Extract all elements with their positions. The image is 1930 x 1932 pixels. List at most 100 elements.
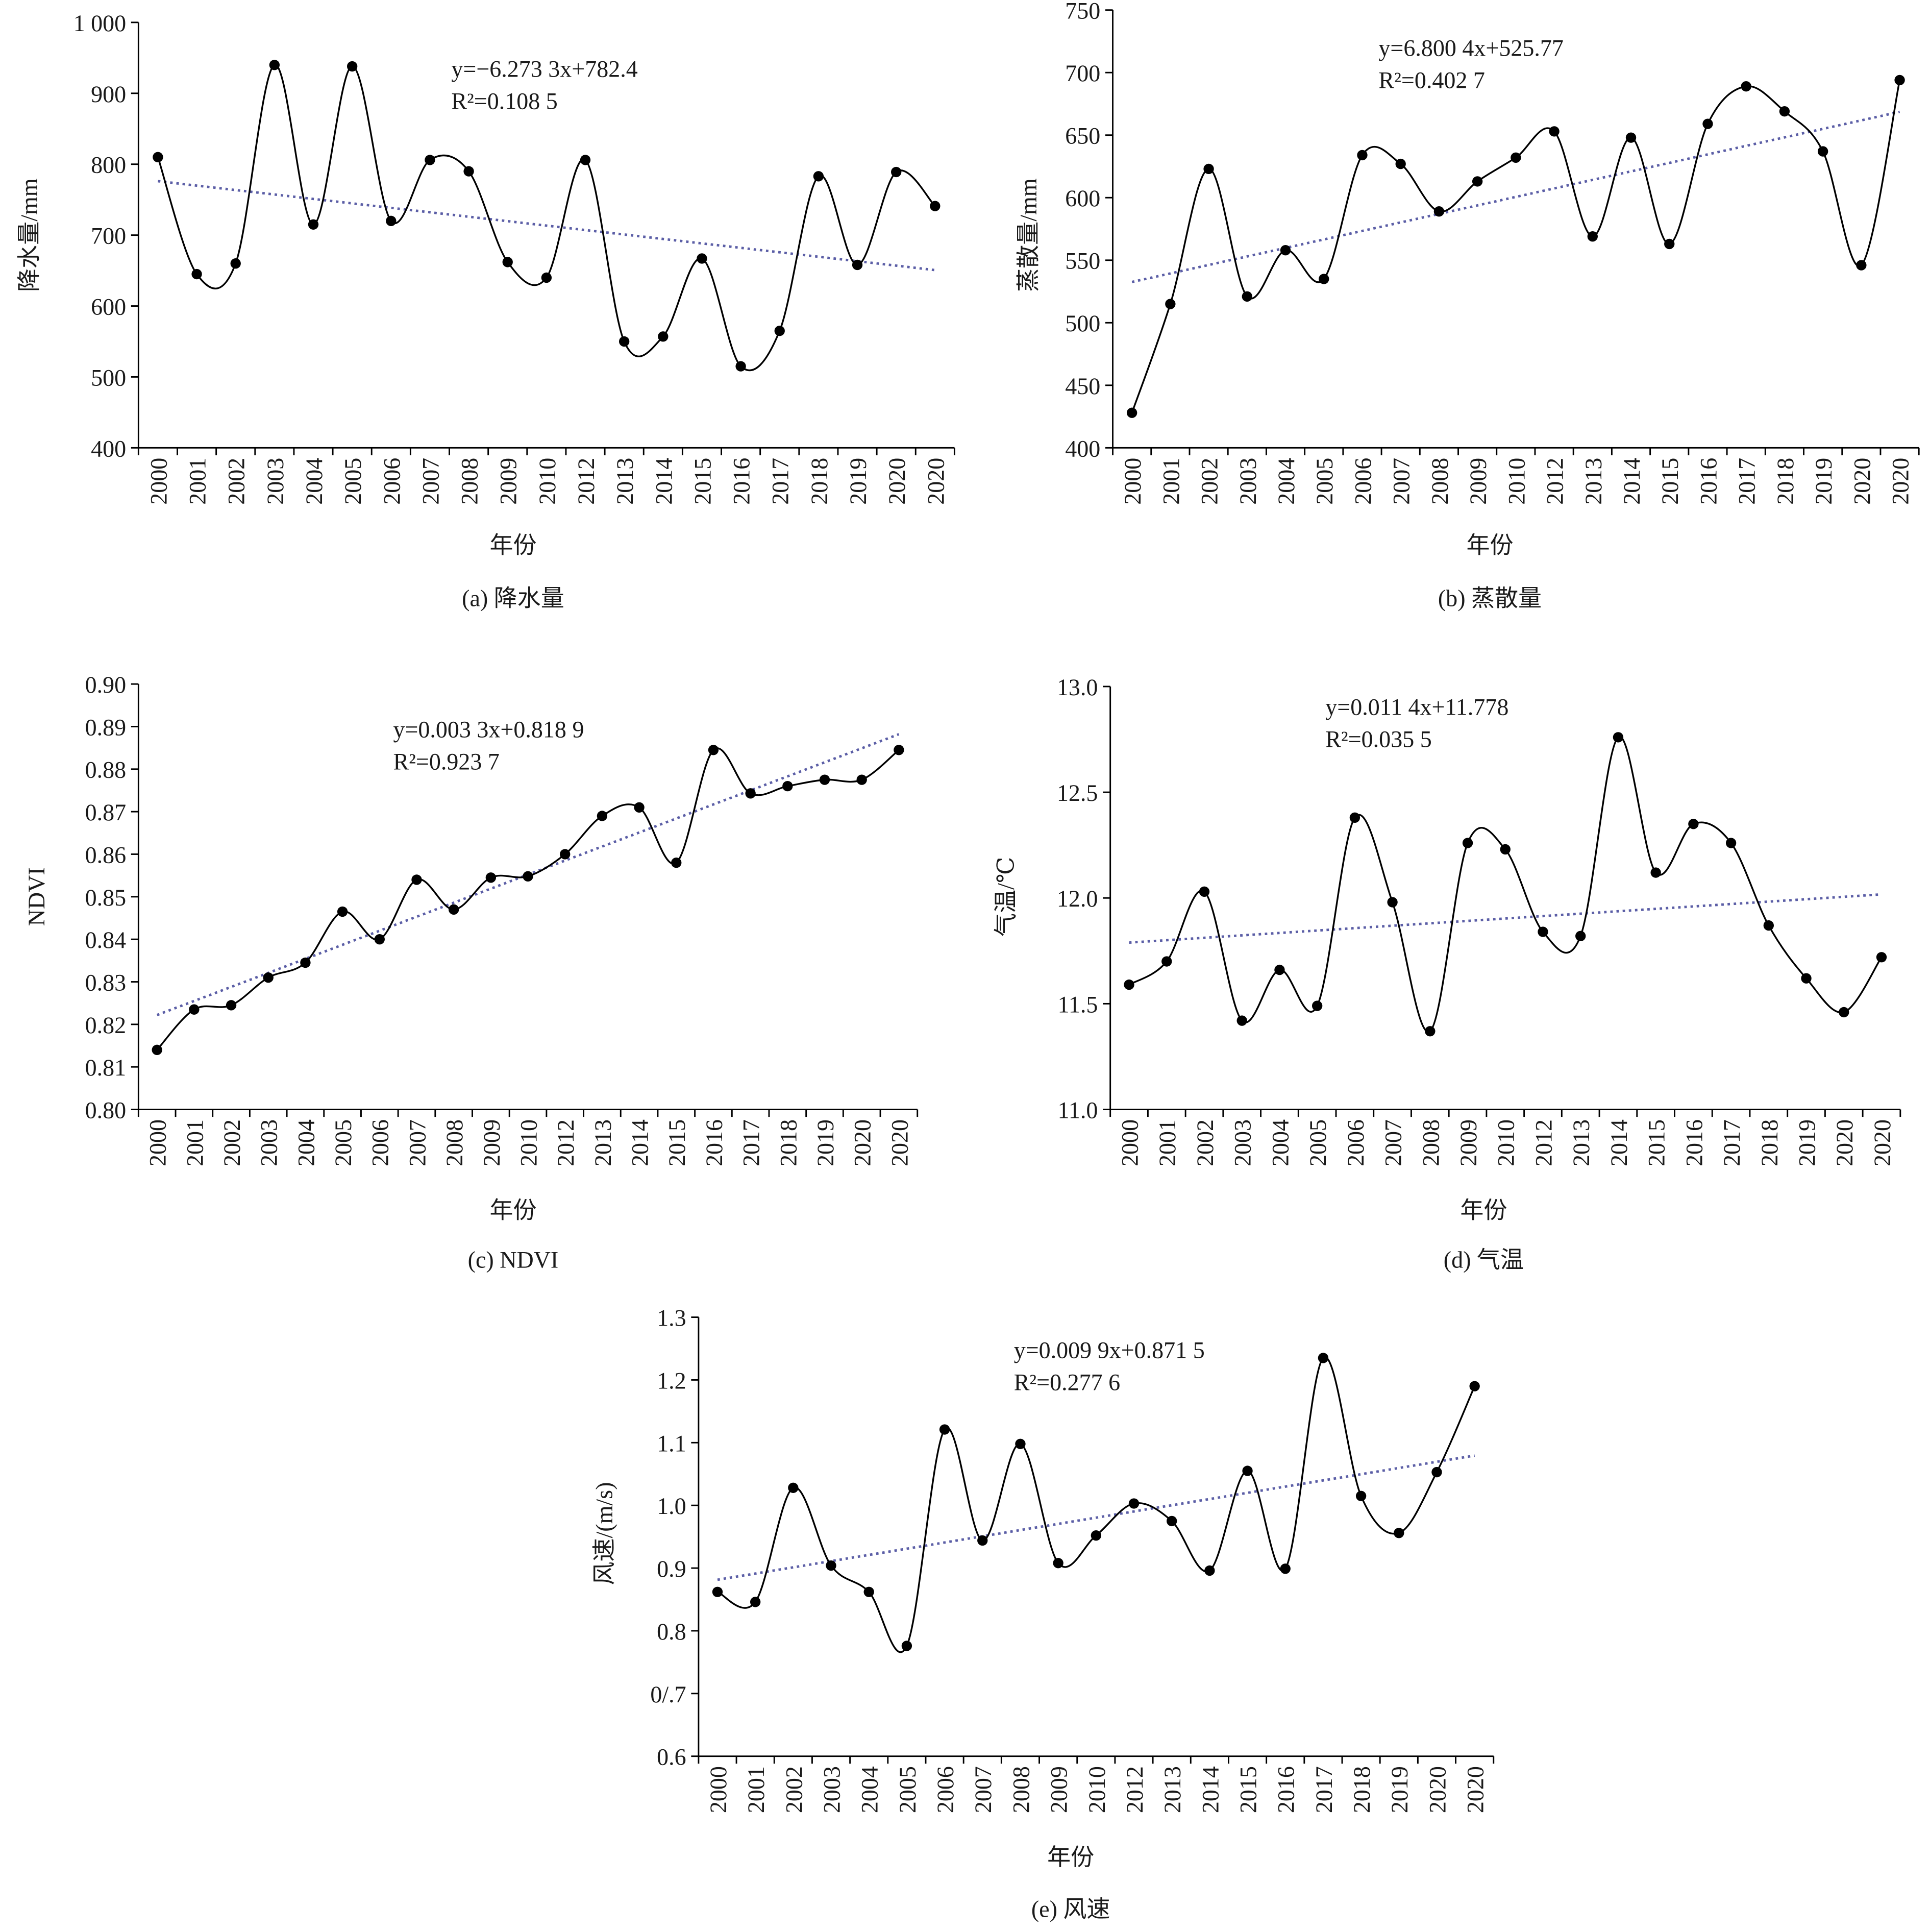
data-point <box>191 268 202 280</box>
data-point <box>1839 1007 1849 1018</box>
data-point <box>448 904 459 915</box>
data-point <box>1203 163 1214 175</box>
x-tick-label: 2009 <box>1465 458 1491 505</box>
x-tick-label: 2000 <box>1117 1119 1143 1166</box>
data-point <box>1318 1353 1329 1363</box>
data-point <box>1280 244 1291 256</box>
data-line <box>1131 80 1901 413</box>
data-point <box>597 811 608 821</box>
data-point <box>819 774 830 785</box>
x-tick-label: 2006 <box>367 1119 393 1166</box>
x-tick-label: 2006 <box>1350 458 1376 505</box>
data-point <box>1425 1026 1436 1037</box>
x-tick-label: 2003 <box>1235 458 1261 505</box>
data-point <box>386 215 397 227</box>
x-tick-label: 2017 <box>768 458 794 505</box>
data-point <box>1817 146 1828 157</box>
y-tick-label: 0.82 <box>85 1012 127 1038</box>
x-tick-label: 2014 <box>627 1119 653 1166</box>
data-point <box>1167 1515 1177 1527</box>
data-point <box>1894 75 1905 86</box>
caption: (a) 降水量 <box>462 585 564 611</box>
data-point <box>939 1424 950 1435</box>
x-tick-label: 2020 <box>1424 1766 1450 1813</box>
x-axis-label: 年份 <box>1047 1844 1094 1870</box>
y-axis-label: 降水量/mm <box>16 178 42 292</box>
x-tick-label: 2010 <box>1493 1119 1519 1166</box>
caption: (b) 蒸散量 <box>1438 585 1542 611</box>
x-tick-label: 2016 <box>1273 1766 1299 1813</box>
data-point <box>782 780 793 792</box>
data-point <box>541 272 552 283</box>
data-point <box>1741 81 1751 92</box>
y-tick-label: 0.83 <box>85 969 127 995</box>
y-tick-label: 12.5 <box>1057 780 1098 806</box>
x-tick-label: 2017 <box>1719 1119 1745 1166</box>
data-point <box>1500 844 1511 855</box>
data-line <box>156 747 900 1051</box>
y-tick-label: 1.3 <box>657 1305 686 1331</box>
x-axis-label: 年份 <box>1466 532 1513 558</box>
x-tick-label: 2001 <box>185 458 211 505</box>
y-tick-label: 500 <box>1065 310 1100 336</box>
data-point <box>300 957 311 968</box>
data-point <box>347 61 358 72</box>
data-point <box>1625 132 1637 143</box>
y-tick-label: 500 <box>91 364 126 390</box>
x-tick-label: 2005 <box>1305 1119 1331 1166</box>
data-point <box>1274 964 1285 975</box>
caption: (c) NDVI <box>468 1247 559 1273</box>
data-point <box>1725 838 1737 848</box>
y-tick-label: 0.90 <box>85 672 127 698</box>
x-tick-label: 2012 <box>1122 1766 1148 1813</box>
x-tick-label: 2010 <box>1084 1766 1110 1813</box>
x-tick-label: 2015 <box>1644 1119 1670 1166</box>
x-tick-label: 2019 <box>1387 1766 1413 1813</box>
x-tick-label: 2009 <box>496 458 522 505</box>
x-tick-label: 2019 <box>845 458 871 505</box>
x-tick-label: 2012 <box>1542 458 1568 505</box>
equation: y=0.011 4x+11.778 <box>1325 694 1508 720</box>
data-point <box>1472 176 1483 187</box>
x-tick-label: 2005 <box>330 1119 356 1166</box>
x-tick-label: 2000 <box>145 1119 171 1166</box>
x-tick-label: 2004 <box>1267 1119 1293 1166</box>
y-tick-label: 0.8 <box>657 1619 686 1645</box>
x-tick-label: 2020 <box>850 1119 876 1166</box>
data-point <box>852 259 863 271</box>
r-squared: R²=0.402 7 <box>1378 67 1485 93</box>
y-tick-label: 0/.7 <box>650 1681 686 1707</box>
data-point <box>1312 1000 1323 1011</box>
x-tick-label: 2001 <box>182 1119 208 1166</box>
data-point <box>308 219 319 230</box>
x-tick-label: 2002 <box>1192 1119 1218 1166</box>
x-tick-label: 2004 <box>857 1766 883 1813</box>
data-point <box>230 258 241 269</box>
r-squared: R²=0.923 7 <box>393 748 500 774</box>
x-tick-label: 2014 <box>1606 1119 1632 1166</box>
y-tick-label: 0.89 <box>85 714 127 740</box>
data-point <box>712 1586 723 1597</box>
x-tick-label: 2007 <box>417 458 443 505</box>
data-point <box>745 788 756 799</box>
x-tick-label: 2013 <box>1568 1119 1594 1166</box>
x-tick-label: 2010 <box>515 1119 541 1166</box>
x-tick-label: 2016 <box>1695 458 1721 505</box>
data-point <box>580 155 591 165</box>
x-tick-label: 2010 <box>534 458 560 505</box>
y-tick-label: 11.5 <box>1058 991 1098 1017</box>
r-squared: R²=0.108 5 <box>451 88 558 114</box>
y-tick-label: 0.84 <box>85 927 127 953</box>
x-tick-label: 2002 <box>781 1766 807 1813</box>
data-point <box>1664 238 1675 250</box>
x-tick-label: 2013 <box>1159 1766 1185 1813</box>
data-point <box>735 361 746 372</box>
x-tick-label: 2018 <box>806 458 832 505</box>
x-tick-label: 2017 <box>1734 458 1760 505</box>
data-point <box>1688 819 1699 829</box>
y-tick-label: 900 <box>91 81 126 107</box>
x-tick-label: 2015 <box>664 1119 690 1166</box>
y-tick-label: 450 <box>1065 373 1100 399</box>
x-tick-label: 2017 <box>738 1119 764 1166</box>
data-point <box>658 331 669 342</box>
